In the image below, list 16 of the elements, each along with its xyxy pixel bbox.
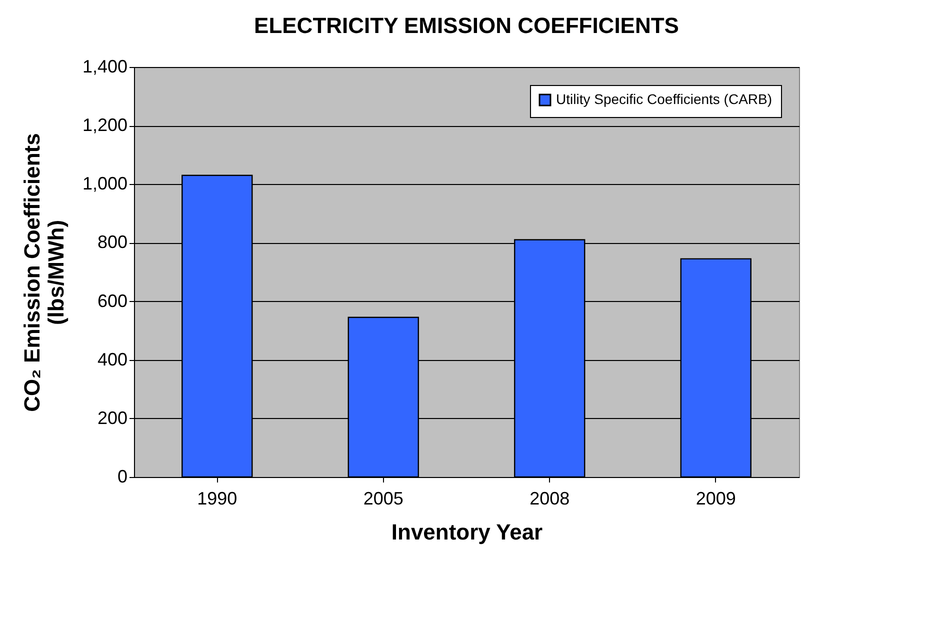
y-tick-label: 1,000	[82, 174, 128, 194]
x-tick-label: 1990	[197, 488, 238, 508]
y-tick-label: 0	[117, 466, 128, 486]
y-tick-label: 600	[97, 290, 128, 311]
x-axis-title: Inventory Year	[391, 520, 544, 544]
y-tick-label: 800	[97, 232, 128, 252]
chart-title: ELECTRICITY EMISSION COEFFICIENTS	[254, 13, 679, 38]
y-tick-label: 200	[97, 408, 128, 428]
y-tick-label: 400	[97, 349, 128, 370]
x-tick-label: 2008	[530, 488, 570, 508]
legend-label: Utility Specific Coefficients (CARB)	[556, 91, 772, 107]
x-tick-label: 2005	[363, 488, 404, 508]
y-tick-label: 1,200	[82, 115, 128, 136]
y-tick-label: 1,400	[82, 56, 128, 76]
y-axis-title: CO₂ Emission Coefficients (lbs/MWh)	[19, 133, 68, 412]
x-tick-label: 2009	[696, 488, 736, 508]
